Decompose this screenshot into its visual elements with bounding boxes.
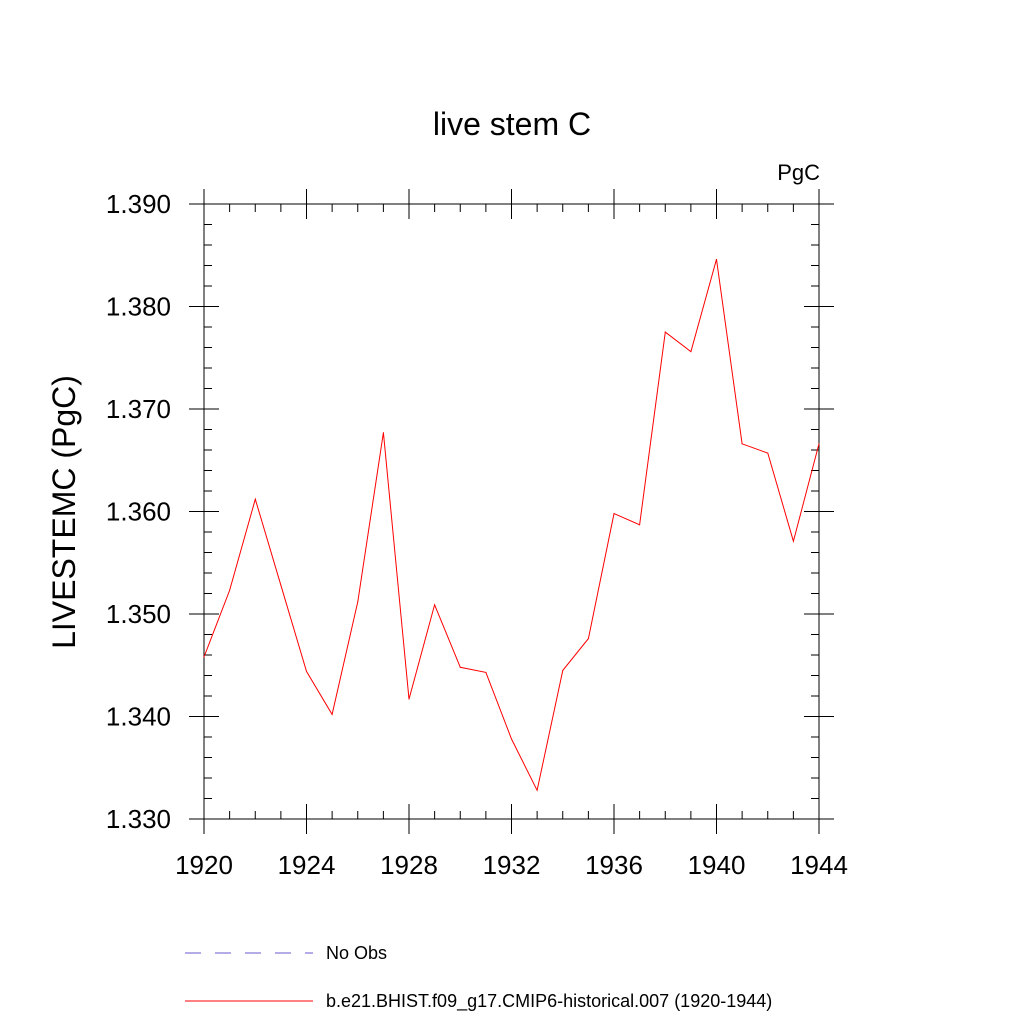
x-tick-label: 1940 [688, 850, 746, 880]
y-tick-label: 1.330 [106, 804, 171, 834]
data-point [536, 789, 538, 791]
data-point [382, 432, 384, 434]
series-line [203, 259, 820, 792]
y-tick-label: 1.370 [106, 394, 171, 424]
x-tick-label: 1944 [790, 850, 848, 880]
data-point [664, 331, 666, 333]
x-tick-label: 1924 [278, 850, 336, 880]
data-point [357, 601, 359, 603]
data-point [434, 604, 436, 606]
y-tick-label: 1.390 [106, 189, 171, 219]
data-point [485, 671, 487, 673]
x-tick-label: 1936 [585, 850, 643, 880]
plot-frame [203, 203, 820, 820]
y-tick-label: 1.360 [106, 497, 171, 527]
data-point [639, 524, 641, 526]
units-label: PgC [777, 160, 820, 185]
data-point [280, 584, 282, 586]
legend: No Obs b.e21.BHIST.f09_g17.CMIP6-histori… [185, 943, 772, 1012]
legend-item-no-obs: No Obs [185, 943, 387, 963]
x-axis-tick-labels: 1920 1924 1928 1932 1936 1940 1944 [175, 850, 848, 880]
data-point [587, 638, 589, 640]
data-point [254, 498, 256, 500]
y-axis-label: LIVESTEMC (PgC) [46, 375, 82, 649]
data-point [690, 351, 692, 353]
data-point [511, 738, 512, 740]
legend-item-model-run: b.e21.BHIST.f09_g17.CMIP6-historical.007… [185, 991, 772, 1012]
data-point [306, 670, 307, 672]
data-point [792, 540, 794, 542]
y-tick-label: 1.340 [106, 702, 171, 732]
data-point [203, 656, 205, 658]
data-point [741, 443, 743, 445]
data-point [716, 258, 717, 260]
data-point [562, 669, 564, 671]
legend-label-model-run: b.e21.BHIST.f09_g17.CMIP6-historical.007… [326, 991, 772, 1012]
y-axis-tick-labels: 1.330 1.340 1.350 1.360 1.370 1.380 1.390 [106, 189, 171, 834]
data-point [229, 589, 231, 591]
legend-label-no-obs: No Obs [326, 943, 387, 963]
x-tick-label: 1928 [380, 850, 438, 880]
x-axis-ticks [203, 189, 820, 834]
plot-area: 1920 1924 1928 1932 1936 1940 1944 1.3301.3401… [106, 189, 848, 880]
x-tick-label: 1920 [175, 850, 233, 880]
y-axis-ticks [189, 203, 834, 820]
chart-title: live stem C [433, 106, 591, 142]
data-point [331, 713, 333, 715]
y-tick-label: 1.350 [106, 599, 171, 629]
y-tick-label: 1.380 [106, 292, 171, 322]
data-point [408, 698, 410, 700]
x-tick-label: 1932 [483, 850, 541, 880]
data-point [767, 452, 769, 454]
data-point [613, 513, 615, 515]
data-point [818, 443, 820, 445]
series-layer [203, 258, 820, 792]
data-point [459, 666, 461, 668]
